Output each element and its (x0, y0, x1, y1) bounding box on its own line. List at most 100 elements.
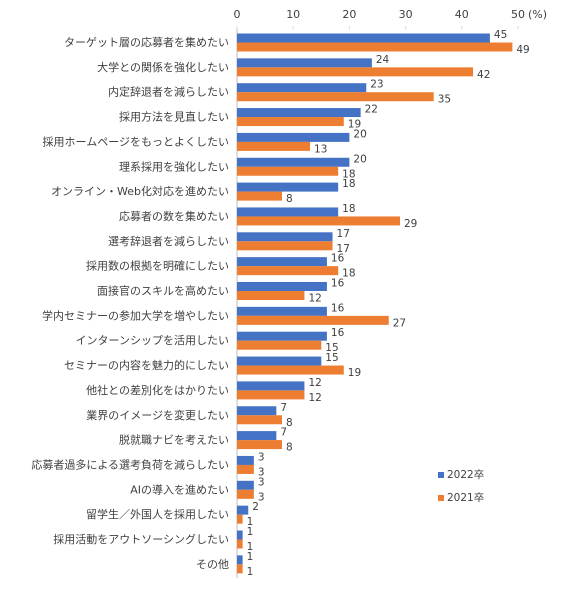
value-label: 16 (331, 278, 345, 290)
y-tick-label: AIの導入を進めたい (130, 482, 229, 496)
value-label: 18 (342, 203, 355, 215)
value-label: 3 (258, 491, 265, 503)
bar (237, 365, 344, 375)
value-label: 18 (342, 178, 355, 190)
y-tick-label: オンライン・Web化対応を進めたい (51, 184, 229, 198)
value-label: 2 (252, 501, 259, 513)
bar (237, 291, 305, 300)
y-tick-label: セミナーの内容を魅力的にしたい (64, 358, 229, 372)
bar (237, 207, 339, 217)
bar (237, 315, 389, 325)
bar (237, 390, 305, 400)
y-tick-label: 脱就職ナビを考えたい (119, 433, 229, 447)
bar (237, 257, 327, 267)
value-label: 1 (247, 526, 254, 538)
y-tick-label: 理系採用を強化したい (119, 159, 229, 173)
y-tick-label: 学内セミナーの参加大学を増やしたい (42, 308, 229, 322)
x-tick-label: 50 (511, 8, 525, 21)
bar (237, 33, 490, 43)
bar (237, 117, 344, 127)
value-label: 29 (404, 218, 417, 230)
y-tick-label: ターゲット層の応募者を集めたい (64, 35, 229, 49)
value-label: 19 (348, 119, 361, 131)
bar (237, 464, 254, 474)
bar (237, 166, 339, 176)
legend-label: 2022卒 (447, 468, 484, 481)
axis-unit: (%) (528, 8, 547, 21)
bar (237, 241, 333, 251)
bar (237, 406, 277, 416)
bar (237, 514, 243, 524)
y-tick-label: インターンシップを活用したい (76, 334, 229, 347)
value-label: 22 (365, 104, 378, 116)
x-tick-label: 0 (234, 8, 241, 21)
value-label: 12 (308, 392, 321, 404)
bar (237, 530, 243, 540)
value-label: 45 (494, 29, 507, 41)
value-label: 18 (342, 168, 355, 180)
bar (237, 480, 254, 490)
value-label: 42 (477, 69, 490, 81)
value-label: 8 (286, 442, 293, 454)
bar (237, 157, 350, 167)
value-label: 1 (247, 551, 254, 563)
bar (237, 331, 327, 341)
bar (237, 431, 277, 441)
bar (237, 440, 282, 450)
value-label: 16 (331, 327, 345, 339)
bar (237, 455, 254, 465)
bar (237, 182, 339, 192)
y-tick-label: 選考辞退者を減らしたい (108, 234, 229, 248)
value-label: 7 (280, 402, 287, 414)
y-tick-label: 他社との差別化をはかりたい (86, 383, 229, 397)
y-tick-label: 採用数の根拠を明確にしたい (86, 259, 229, 273)
value-label: 15 (325, 352, 338, 364)
value-label: 20 (353, 153, 366, 165)
bar (237, 340, 322, 350)
bar (237, 381, 305, 391)
y-tick-label: 面接官のスキルを高めたい (97, 284, 229, 298)
y-tick-label: 採用ホームページをもっとよくしたい (43, 134, 229, 148)
value-label: 19 (348, 367, 361, 379)
y-tick-label: 採用活動をアウトソーシングしたい (53, 532, 229, 546)
value-label: 17 (337, 228, 350, 240)
value-label: 35 (438, 94, 451, 106)
y-tick-label: 応募者過多による選考負荷を減らしたい (31, 457, 229, 471)
x-tick-label: 10 (286, 8, 300, 21)
bar (237, 141, 311, 151)
bar (237, 67, 474, 77)
bar (237, 505, 249, 515)
bar (237, 555, 243, 565)
bar (237, 564, 243, 574)
bar (237, 266, 339, 276)
value-label: 12 (308, 377, 321, 389)
legend-label: 2021卒 (447, 491, 484, 504)
y-tick-label: その他 (196, 558, 229, 571)
bar (237, 216, 400, 226)
value-label: 8 (286, 417, 293, 429)
value-label: 1 (247, 541, 254, 553)
bar (237, 42, 513, 52)
value-label: 16 (331, 302, 345, 314)
y-tick-label: 大学との関係を強化したい (97, 60, 229, 74)
x-tick-label: 20 (342, 8, 356, 21)
value-label: 49 (516, 44, 529, 56)
legend-swatch (438, 472, 444, 478)
y-tick-label: 業界のイメージを変更したい (86, 408, 229, 422)
value-label: 17 (337, 243, 350, 255)
bar (237, 83, 367, 93)
value-label: 24 (376, 54, 390, 66)
value-label: 7 (280, 427, 287, 439)
bar (237, 108, 361, 118)
bar (237, 232, 333, 242)
value-label: 18 (342, 268, 355, 280)
value-label: 27 (393, 317, 406, 329)
bar (237, 539, 243, 549)
value-label: 1 (247, 516, 254, 528)
bar (237, 415, 282, 425)
x-tick-label: 30 (399, 8, 413, 21)
legend-swatch (438, 495, 444, 501)
value-label: 3 (258, 466, 265, 478)
value-label: 15 (325, 342, 338, 354)
